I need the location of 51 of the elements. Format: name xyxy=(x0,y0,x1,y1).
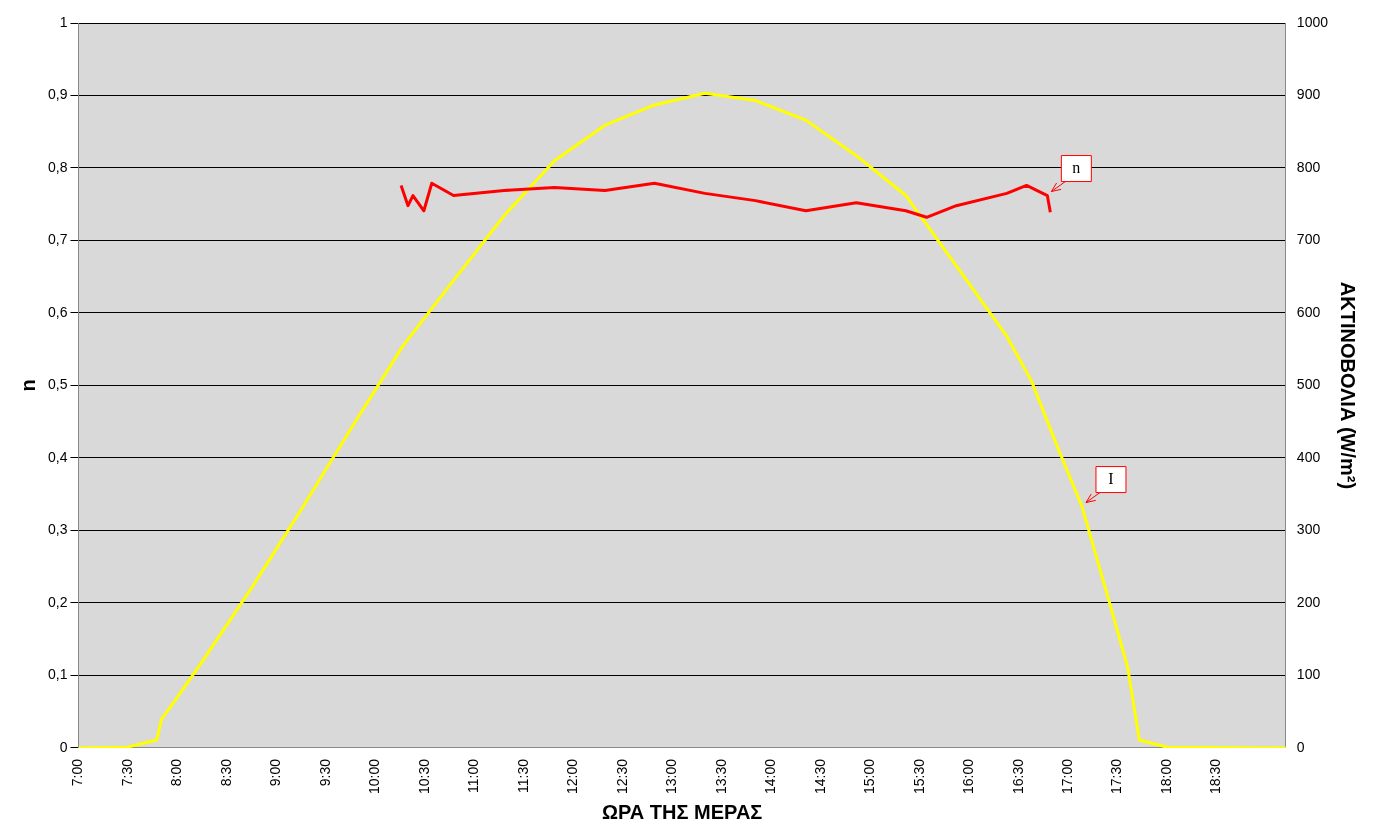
y2-axis-title: ΑΚΤΙΝΟΒΟΛΙΑ (W/m²) xyxy=(1337,281,1360,490)
y2-tick-label: 800 xyxy=(1296,158,1321,175)
x-tick-label: 17:00 xyxy=(1058,758,1075,795)
x-tick-label: 15:30 xyxy=(910,758,927,795)
x-tick-label: 16:00 xyxy=(960,758,977,795)
y2-tick-label: 200 xyxy=(1296,593,1321,610)
x-tick-label: 7:30 xyxy=(118,758,135,787)
y2-tick-label: 700 xyxy=(1296,231,1321,248)
y-tick-label: 0 xyxy=(59,738,68,755)
y-axis-title: n xyxy=(16,379,39,392)
x-tick-label: 9:30 xyxy=(316,758,333,787)
y2-tick-label: 500 xyxy=(1296,376,1321,393)
y-tick-label: 0,7 xyxy=(47,231,68,248)
x-tick-label: 8:30 xyxy=(217,758,234,787)
x-tick-label: 15:00 xyxy=(861,758,878,795)
x-tick-label: 7:00 xyxy=(69,758,86,787)
y-tick-label: 0,5 xyxy=(47,376,68,393)
x-tick-label: 10:00 xyxy=(366,758,383,795)
x-tick-label: 18:30 xyxy=(1207,758,1224,795)
x-tick-label: 14:30 xyxy=(811,758,828,795)
x-tick-label: 12:00 xyxy=(564,758,581,795)
y-tick-label: 0,6 xyxy=(47,303,68,320)
y2-tick-label: 1000 xyxy=(1296,13,1329,30)
series-label: n xyxy=(1072,158,1081,176)
y2-tick-label: 400 xyxy=(1296,448,1321,465)
x-tick-label: 17:30 xyxy=(1108,758,1125,795)
series-label: I xyxy=(1108,469,1114,487)
x-tick-label: 11:30 xyxy=(514,758,531,793)
y2-tick-label: 300 xyxy=(1296,521,1321,538)
y2-tick-label: 100 xyxy=(1296,666,1321,683)
y2-tick-label: 900 xyxy=(1296,86,1321,103)
x-tick-label: 14:00 xyxy=(762,758,779,795)
x-axis-title: ΩΡΑ ΤΗΣ ΜΕΡΑΣ xyxy=(601,800,763,823)
x-tick-label: 8:00 xyxy=(168,758,185,787)
y-tick-label: 0,1 xyxy=(47,666,68,683)
y-tick-label: 0,2 xyxy=(47,593,68,610)
y-tick-label: 0,4 xyxy=(47,448,68,465)
x-tick-label: 10:30 xyxy=(415,758,432,795)
y-tick-label: 0,3 xyxy=(47,521,68,538)
y2-tick-label: 0 xyxy=(1296,738,1305,755)
x-tick-label: 16:30 xyxy=(1009,758,1026,795)
y2-tick-label: 600 xyxy=(1296,303,1321,320)
x-tick-label: 13:00 xyxy=(663,758,680,795)
y-tick-label: 0,8 xyxy=(47,158,68,175)
x-tick-label: 18:00 xyxy=(1157,758,1174,795)
y-tick-label: 0,9 xyxy=(47,86,68,103)
x-tick-label: 13:30 xyxy=(712,758,729,795)
y-tick-label: 1 xyxy=(59,13,68,30)
x-tick-label: 11:00 xyxy=(465,758,482,793)
x-tick-label: 12:30 xyxy=(613,758,630,795)
x-tick-label: 9:00 xyxy=(267,758,284,787)
